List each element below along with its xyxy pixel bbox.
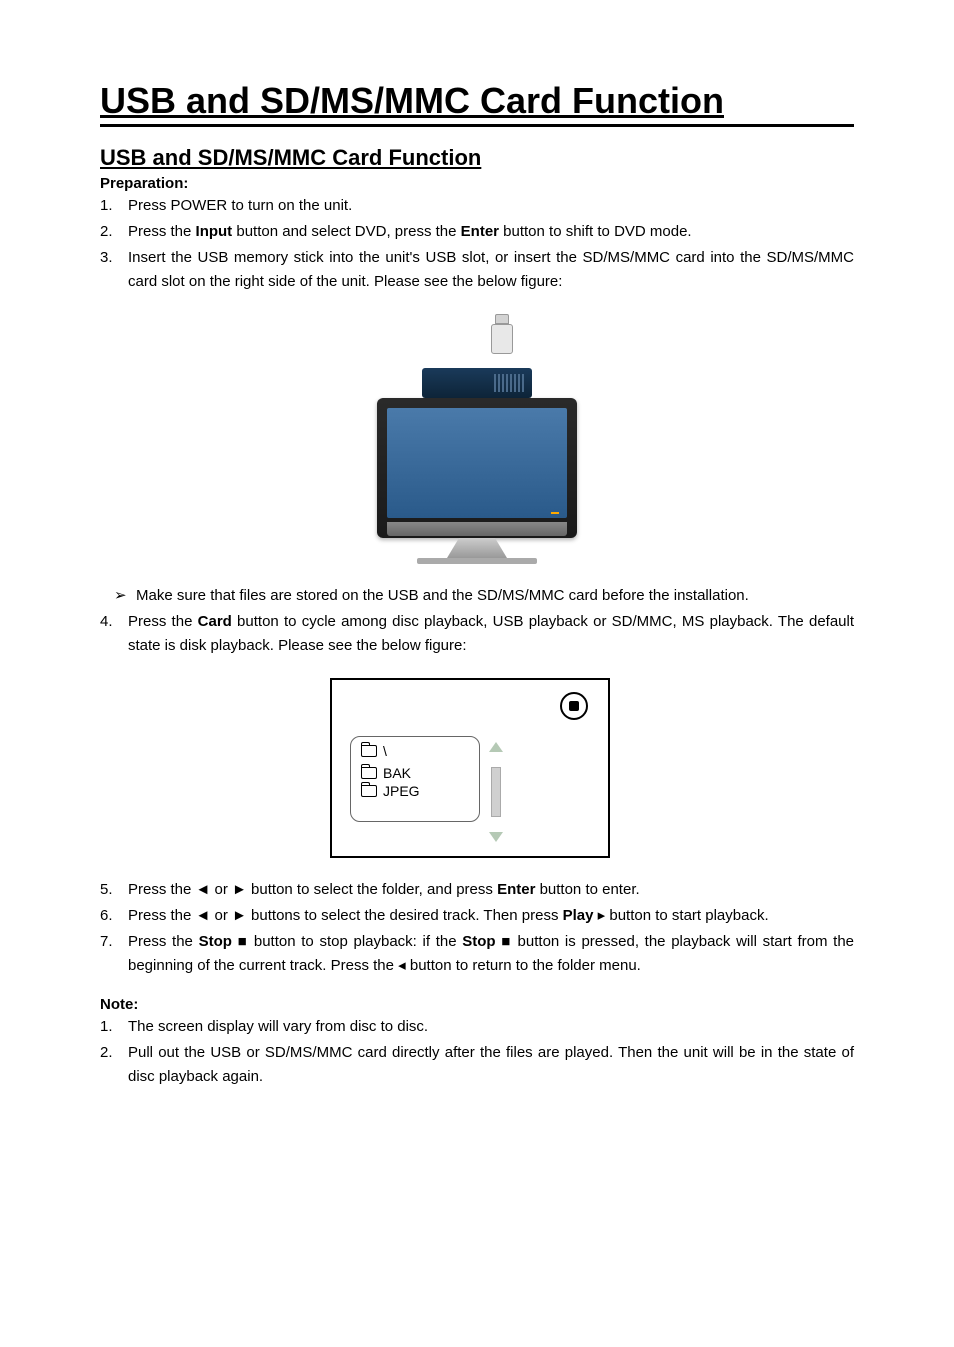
folder-row-jpeg: JPEG bbox=[361, 783, 469, 799]
step-text: button and select DVD, press the bbox=[232, 223, 460, 240]
tv-top-panel bbox=[422, 368, 532, 398]
tv-figure bbox=[100, 314, 854, 564]
tv-base bbox=[417, 558, 537, 564]
play-symbol: ▸ bbox=[593, 907, 609, 924]
scrollbar bbox=[488, 742, 504, 842]
step-text: button to cycle among disc playback, USB… bbox=[128, 613, 854, 654]
step-text: button to stop playback: if the bbox=[254, 933, 462, 950]
step-text: Press POWER to turn on the unit. bbox=[128, 197, 352, 214]
scroll-down-icon bbox=[489, 832, 503, 842]
step-6: 6.Press the ◄ or ► buttons to select the… bbox=[100, 904, 854, 928]
bullet-note: ➢Make sure that files are stored on the … bbox=[100, 584, 854, 608]
stop-icon bbox=[560, 692, 588, 720]
tv-stand bbox=[447, 538, 507, 558]
step-3: 3.Insert the USB memory stick into the u… bbox=[100, 246, 854, 294]
step-text: button to start playback. bbox=[609, 907, 768, 924]
step-text: button to return to the folder menu. bbox=[410, 957, 641, 974]
step-text: Press the bbox=[128, 613, 198, 630]
bold-input: Input bbox=[196, 223, 233, 240]
step-num: 7. bbox=[100, 930, 128, 954]
folder-label: BAK bbox=[383, 765, 411, 781]
bold-enter: Enter bbox=[497, 881, 535, 898]
step-text: Press the bbox=[128, 933, 199, 950]
bold-card: Card bbox=[198, 613, 232, 630]
folder-icon bbox=[361, 767, 377, 779]
folder-icon bbox=[361, 785, 377, 797]
step-7: 7.Press the Stop ■ button to stop playba… bbox=[100, 930, 854, 978]
folder-icon bbox=[361, 745, 377, 757]
step-text: Press the bbox=[128, 223, 196, 240]
sub-title: USB and SD/MS/MMC Card Function bbox=[100, 145, 854, 171]
note-text: Pull out the USB or SD/MS/MMC card direc… bbox=[128, 1044, 854, 1085]
bold-stop: Stop bbox=[462, 933, 495, 950]
tv-frame bbox=[377, 398, 577, 538]
step-num: 2. bbox=[100, 220, 128, 244]
main-title: USB and SD/MS/MMC Card Function bbox=[100, 80, 854, 127]
tv-screen bbox=[387, 408, 567, 518]
file-browser-figure: \ BAK JPEG bbox=[320, 678, 620, 858]
note-2: 2.Pull out the USB or SD/MS/MMC card dir… bbox=[100, 1041, 854, 1089]
usb-stick-icon bbox=[485, 314, 519, 362]
step-2: 2.Press the Input button and select DVD,… bbox=[100, 220, 854, 244]
step-text: Press the ◄ or ► buttons to select the d… bbox=[128, 907, 563, 924]
bold-stop: Stop bbox=[199, 933, 232, 950]
step-num: 5. bbox=[100, 878, 128, 902]
tv-speaker-bar bbox=[387, 522, 567, 536]
step-1: 1.Press POWER to turn on the unit. bbox=[100, 194, 854, 218]
preparation-label: Preparation: bbox=[100, 175, 854, 192]
note-1: 1.The screen display will vary from disc… bbox=[100, 1015, 854, 1039]
step-num: 1. bbox=[100, 194, 128, 218]
step-text: button to enter. bbox=[535, 881, 639, 898]
step-text: button to shift to DVD mode. bbox=[499, 223, 692, 240]
bullet-text: Make sure that files are stored on the U… bbox=[136, 587, 749, 604]
step-5: 5.Press the ◄ or ► button to select the … bbox=[100, 878, 854, 902]
step-text: Press the ◄ or ► button to select the fo… bbox=[128, 881, 497, 898]
scroll-up-icon bbox=[489, 742, 503, 752]
step-num: 4. bbox=[100, 610, 128, 634]
note-text: The screen display will vary from disc t… bbox=[128, 1018, 428, 1035]
folder-list: \ BAK JPEG bbox=[350, 736, 480, 822]
root-folder-row: \ bbox=[361, 743, 469, 759]
folder-label: JPEG bbox=[383, 783, 420, 799]
note-num: 1. bbox=[100, 1015, 128, 1039]
tv-illustration bbox=[377, 314, 577, 564]
step-num: 3. bbox=[100, 246, 128, 270]
note-num: 2. bbox=[100, 1041, 128, 1065]
bold-play: Play bbox=[563, 907, 594, 924]
scroll-track bbox=[491, 767, 501, 817]
root-label: \ bbox=[383, 743, 387, 759]
arrow-icon: ➢ bbox=[114, 584, 136, 608]
stop-symbol: ■ bbox=[496, 933, 518, 950]
step-text: Insert the USB memory stick into the uni… bbox=[128, 249, 854, 290]
stop-symbol: ■ bbox=[232, 933, 254, 950]
note-label: Note: bbox=[100, 996, 854, 1013]
browser-box: \ BAK JPEG bbox=[330, 678, 610, 858]
bold-enter: Enter bbox=[461, 223, 499, 240]
back-symbol: ◂ bbox=[398, 957, 410, 974]
step-num: 6. bbox=[100, 904, 128, 928]
folder-row-bak: BAK bbox=[361, 765, 469, 781]
step-4: 4.Press the Card button to cycle among d… bbox=[100, 610, 854, 658]
